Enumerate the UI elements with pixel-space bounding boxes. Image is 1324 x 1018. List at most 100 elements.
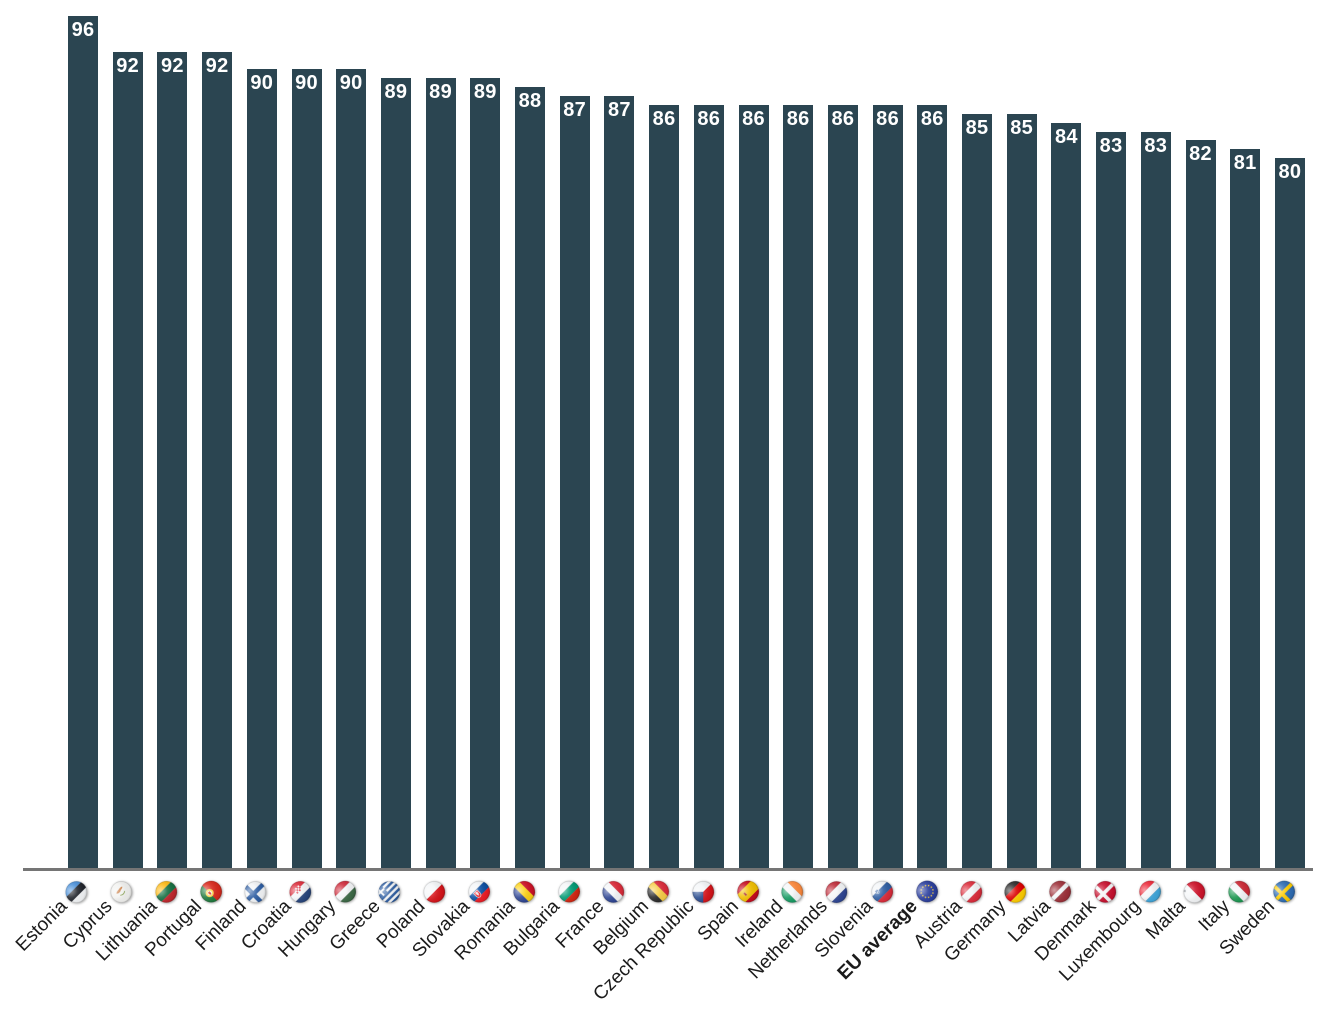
bar-value-label: 87 xyxy=(607,99,631,121)
denmark-flag-icon xyxy=(1089,876,1121,907)
bar-romania: 88 xyxy=(515,87,545,869)
bar-greece: 89 xyxy=(380,78,411,869)
tick-denmark: Denmark xyxy=(893,872,1121,965)
bar-value-label: 90 xyxy=(250,72,274,94)
czech-republic-flag-icon xyxy=(687,876,718,907)
bar-malta: 82 xyxy=(1185,140,1216,869)
bar-value-label: 86 xyxy=(831,108,855,130)
tick-bulgaria: Bulgaria xyxy=(357,872,584,960)
bar-value-label: 86 xyxy=(697,108,721,130)
tick-spain: Spain xyxy=(535,872,763,945)
bar-value-label: 88 xyxy=(518,90,542,112)
sweden-flag-icon xyxy=(1268,876,1300,907)
bulgaria-flag-icon xyxy=(553,876,584,907)
tick-italy: Italy xyxy=(1027,872,1255,936)
bar-value-label: 83 xyxy=(1144,135,1168,157)
tick-greece: Greece xyxy=(178,872,406,955)
croatia-flag-icon xyxy=(285,876,316,907)
tick-rotated-group: Estonia xyxy=(12,876,94,958)
bar-value-label: 92 xyxy=(205,55,229,77)
tick-croatia: Croatia xyxy=(88,872,316,954)
tick-eu-average: EU average xyxy=(714,872,942,984)
bar-bulgaria: 87 xyxy=(559,96,590,869)
tick-rotated-group: Czech Republic xyxy=(588,876,719,1007)
tick-estonia: Estonia xyxy=(0,872,93,956)
tick-rotated-group: Netherlands xyxy=(744,876,853,985)
tick-rotated-group: Finland xyxy=(191,876,272,957)
tick-netherlands: Netherlands xyxy=(625,872,853,983)
tick-rotated-group: Belgium xyxy=(589,876,674,961)
germany-flag-icon xyxy=(1000,876,1031,907)
ireland-flag-icon xyxy=(777,876,808,907)
bar-value-label: 87 xyxy=(563,99,587,121)
bar-portugal: 92 xyxy=(202,52,233,869)
italy-flag-icon xyxy=(1224,876,1255,907)
tick-slovenia: Slovenia xyxy=(669,872,897,962)
bar-eu-average: 86 xyxy=(917,105,948,869)
slovenia-flag-icon xyxy=(866,876,897,907)
hungary-flag-icon xyxy=(330,876,361,907)
tick-rotated-group: Greece xyxy=(325,876,406,957)
tick-finland: Finland xyxy=(44,872,271,955)
tick-malta: Malta xyxy=(982,872,1210,944)
tick-rotated-group: Latvia xyxy=(1004,876,1077,949)
tick-rotated-group: Italy xyxy=(1194,876,1255,937)
eu-flag-icon xyxy=(911,876,942,907)
tick-rotated-group: Poland xyxy=(372,876,451,955)
tick-rotated-group: France xyxy=(551,876,630,955)
tick-rotated-group: Slovakia xyxy=(408,876,496,964)
bar-estonia: 96 xyxy=(68,16,98,869)
bar-value-label: 86 xyxy=(786,108,810,130)
lithuania-flag-icon xyxy=(151,876,182,907)
bar-poland: 89 xyxy=(425,78,456,869)
bar-germany: 85 xyxy=(1006,114,1037,869)
bar-value-label: 83 xyxy=(1099,135,1123,157)
tick-belgium: Belgium xyxy=(446,872,674,959)
tick-rotated-group: Bulgaria xyxy=(499,876,585,962)
tick-austria: Austria xyxy=(759,872,987,953)
bar-italy: 81 xyxy=(1230,149,1261,869)
malta-flag-icon xyxy=(1179,876,1210,907)
bar-value-label: 85 xyxy=(1010,117,1034,139)
tick-rotated-group: EU average xyxy=(833,876,943,986)
bar-finland: 90 xyxy=(246,69,277,869)
tick-portugal: Portugal xyxy=(0,872,227,961)
tick-rotated-group: Sweden xyxy=(1215,876,1300,961)
bar-lithuania: 92 xyxy=(157,52,188,869)
bar-value-label: 84 xyxy=(1054,126,1078,148)
tick-rotated-group: Romania xyxy=(450,876,541,967)
bar-belgium: 86 xyxy=(649,105,680,869)
poland-flag-icon xyxy=(419,876,450,907)
tick-rotated-group: Germany xyxy=(940,876,1032,968)
bar-netherlands: 86 xyxy=(827,105,858,869)
belgium-flag-icon xyxy=(642,876,674,907)
latvia-flag-icon xyxy=(1045,876,1076,907)
tick-hungary: Hungary xyxy=(133,872,361,962)
tick-rotated-group: Slovenia xyxy=(810,876,898,964)
tick-rotated-group: Lithuania xyxy=(91,876,182,967)
bar-value-label: 90 xyxy=(339,72,363,94)
bar-value-label: 86 xyxy=(876,108,900,130)
bar-value-label: 85 xyxy=(965,117,989,139)
tick-slovakia: Slovakia xyxy=(267,872,495,962)
bar-denmark: 83 xyxy=(1096,132,1127,869)
tick-sweden: Sweden xyxy=(1072,872,1300,959)
tick-czech-republic: Czech Republic xyxy=(491,872,718,1005)
tick-rotated-group: Croatia xyxy=(237,876,317,956)
bar-value-label: 92 xyxy=(160,55,184,77)
luxembourg-flag-icon xyxy=(1134,876,1165,907)
bar-austria: 85 xyxy=(962,114,992,869)
bar-czech-republic: 86 xyxy=(693,105,724,869)
estonia-flag-icon xyxy=(61,876,93,907)
tick-country-label: Estonia xyxy=(12,896,73,956)
bar-spain: 86 xyxy=(738,105,769,869)
tick-lithuania: Lithuania xyxy=(0,872,182,965)
bar-luxembourg: 83 xyxy=(1140,132,1171,869)
bar-value-label: 80 xyxy=(1278,161,1302,183)
tick-rotated-group: Malta xyxy=(1141,876,1211,946)
bar-sweden: 80 xyxy=(1274,158,1305,869)
tick-france: France xyxy=(401,872,629,953)
bar-latvia: 84 xyxy=(1051,123,1082,869)
